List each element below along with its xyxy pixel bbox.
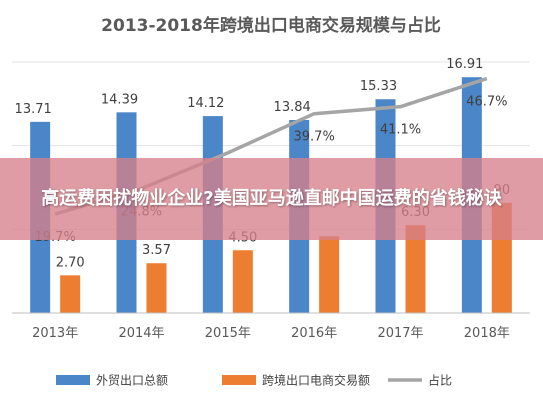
share-value-label: 46.7% <box>466 95 507 110</box>
bar-ecommerce <box>60 275 81 313</box>
legend: 外贸出口总额 跨境出口电商交易额 占比 <box>56 373 452 388</box>
legend-swatch <box>222 375 256 385</box>
share-value-label: 39.7% <box>294 130 335 145</box>
bar-value-label: 15.33 <box>360 79 397 94</box>
x-tick-label: 2016年 <box>291 326 337 341</box>
headline-text: 高运费困扰物业企业?美国亚马逊直邮中国运费的省钱秘诀 <box>41 188 502 209</box>
bar-value-label: 2.70 <box>56 255 85 270</box>
bar-value-label: 14.12 <box>187 96 224 111</box>
bar-value-label: 14.39 <box>101 92 138 107</box>
bar-value-label: 3.57 <box>142 243 171 258</box>
legend-label: 占比 <box>428 373 452 388</box>
x-axis: 2013年 2014年 2015年 2016年 2017年 2018年 <box>12 312 530 341</box>
bar-ecommerce <box>405 225 426 313</box>
share-value-label: 41.1% <box>380 123 421 138</box>
x-tick-label: 2014年 <box>118 326 164 341</box>
legend-label: 外贸出口总额 <box>96 374 168 388</box>
x-tick-label: 2013年 <box>32 326 78 341</box>
x-tick-label: 2018年 <box>464 326 510 341</box>
chart-title: 2013-2018年跨境出口电商交易规模与占比 <box>101 15 441 36</box>
legend-label: 跨境出口电商交易额 <box>262 373 370 388</box>
x-tick-label: 2017年 <box>377 326 423 341</box>
bar-value-label: 16.91 <box>446 57 483 72</box>
bar-ecommerce <box>146 263 167 313</box>
x-tick-label: 2015年 <box>205 326 251 341</box>
bar-value-label: 13.84 <box>274 100 311 115</box>
bar-ecommerce <box>319 236 340 313</box>
legend-swatch <box>56 375 90 385</box>
bar-value-label: 13.71 <box>15 102 52 117</box>
headline-banner: 高运费困扰物业企业?美国亚马逊直邮中国运费的省钱秘诀 <box>0 158 543 240</box>
bar-ecommerce <box>232 250 253 313</box>
